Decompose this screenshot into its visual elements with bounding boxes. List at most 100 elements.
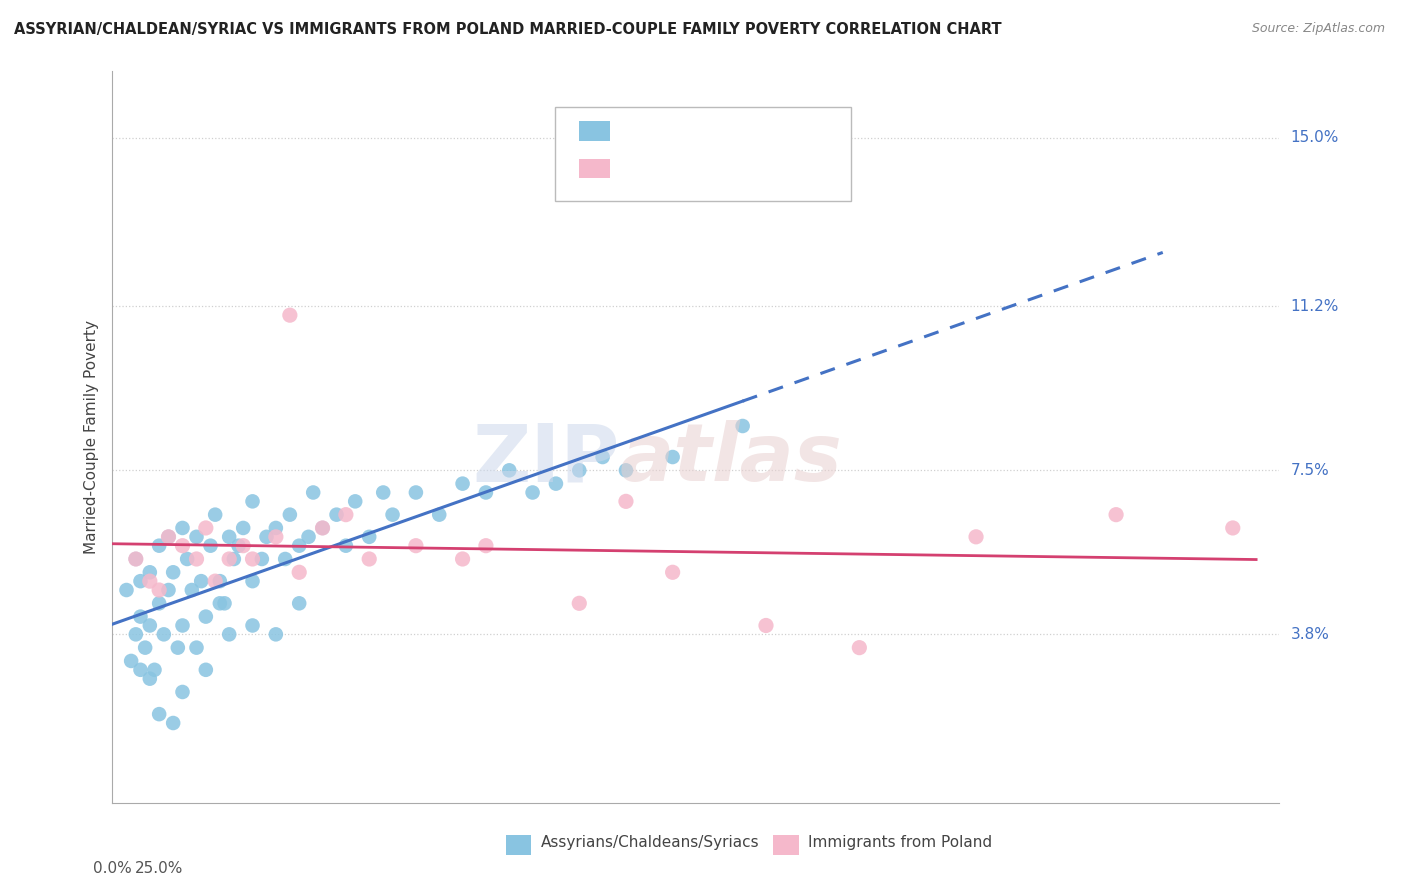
Point: [129, 609, 152, 624]
Point: [731, 419, 754, 434]
Point: [451, 552, 474, 566]
Point: [359, 552, 381, 566]
Point: [498, 463, 520, 477]
Point: [614, 463, 637, 477]
Point: [311, 521, 333, 535]
Point: [311, 521, 333, 535]
Point: [264, 530, 287, 544]
Point: [172, 521, 194, 535]
Point: [288, 539, 311, 553]
Point: [568, 463, 591, 477]
Text: ASSYRIAN/CHALDEAN/SYRIAC VS IMMIGRANTS FROM POLAND MARRIED-COUPLE FAMILY POVERTY: ASSYRIAN/CHALDEAN/SYRIAC VS IMMIGRANTS F…: [14, 22, 1001, 37]
Point: [139, 672, 162, 686]
Point: [125, 552, 148, 566]
Text: atlas: atlas: [620, 420, 842, 498]
Point: [242, 574, 264, 589]
Point: [232, 521, 254, 535]
Text: R = 0.038   N = 28: R = 0.038 N = 28: [621, 161, 778, 176]
Point: [250, 552, 273, 566]
Point: [190, 574, 212, 589]
Point: [129, 663, 152, 677]
Text: 11.2%: 11.2%: [1291, 299, 1339, 314]
Point: [264, 521, 287, 535]
Point: [172, 539, 194, 553]
Point: [592, 450, 614, 464]
Point: [335, 539, 357, 553]
Point: [1222, 521, 1244, 535]
Text: Source: ZipAtlas.com: Source: ZipAtlas.com: [1251, 22, 1385, 36]
Point: [965, 530, 987, 544]
Point: [405, 485, 427, 500]
Point: [278, 308, 301, 322]
Point: [405, 539, 427, 553]
Point: [180, 582, 202, 597]
Point: [344, 494, 367, 508]
Text: Immigrants from Poland: Immigrants from Poland: [808, 836, 993, 850]
Point: [297, 530, 319, 544]
Point: [186, 552, 208, 566]
Point: [661, 566, 683, 580]
Point: [200, 539, 222, 553]
Text: ZIP: ZIP: [472, 420, 620, 498]
Point: [218, 530, 240, 544]
Point: [614, 494, 637, 508]
Point: [427, 508, 450, 522]
Point: [222, 552, 245, 566]
Point: [157, 582, 180, 597]
Point: [148, 582, 170, 597]
Point: [242, 552, 264, 566]
Point: [544, 476, 567, 491]
Point: [125, 552, 148, 566]
Point: [755, 618, 778, 632]
Point: [359, 530, 381, 544]
Text: Assyrians/Chaldeans/Syriacs: Assyrians/Chaldeans/Syriacs: [541, 836, 759, 850]
Point: [162, 716, 184, 731]
Point: [1105, 508, 1128, 522]
Point: [162, 566, 184, 580]
Point: [218, 627, 240, 641]
Point: [274, 552, 297, 566]
Point: [264, 627, 287, 641]
Point: [129, 574, 152, 589]
Point: [218, 552, 240, 566]
Point: [148, 596, 170, 610]
Point: [153, 627, 176, 641]
Point: [166, 640, 188, 655]
Point: [335, 508, 357, 522]
Text: 3.8%: 3.8%: [1291, 627, 1330, 642]
Point: [325, 508, 347, 522]
Point: [288, 596, 311, 610]
Point: [186, 640, 208, 655]
Point: [139, 574, 162, 589]
Text: 15.0%: 15.0%: [1291, 130, 1339, 145]
Point: [848, 640, 870, 655]
Point: [288, 566, 311, 580]
Y-axis label: Married-Couple Family Poverty: Married-Couple Family Poverty: [83, 320, 98, 554]
Point: [661, 450, 683, 464]
Point: [568, 596, 591, 610]
Point: [475, 485, 498, 500]
Point: [208, 574, 231, 589]
Point: [194, 663, 217, 677]
Point: [186, 530, 208, 544]
Point: [451, 476, 474, 491]
Point: [115, 582, 138, 597]
Point: [194, 609, 217, 624]
Point: [232, 539, 254, 553]
Point: [139, 618, 162, 632]
Point: [148, 539, 170, 553]
Point: [214, 596, 236, 610]
Point: [172, 685, 194, 699]
Point: [302, 485, 325, 500]
Text: 25.0%: 25.0%: [135, 862, 183, 876]
Text: 7.5%: 7.5%: [1291, 463, 1329, 478]
Point: [176, 552, 198, 566]
Point: [143, 663, 166, 677]
Point: [208, 596, 231, 610]
Point: [242, 494, 264, 508]
Point: [125, 627, 148, 641]
Point: [278, 508, 301, 522]
Text: 0.0%: 0.0%: [93, 862, 132, 876]
Point: [157, 530, 180, 544]
Point: [194, 521, 217, 535]
